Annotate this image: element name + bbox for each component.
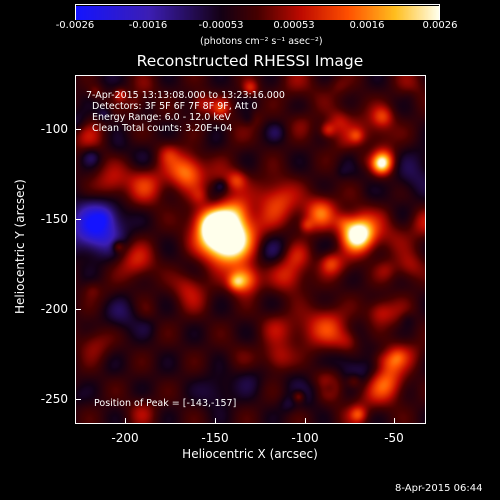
y-tick-mark (75, 309, 81, 310)
time-range-annotation: 7-Apr-2015 13:13:08.000 to 13:23:16.000 (86, 90, 285, 101)
image-title: Reconstructed RHESSI Image (136, 52, 364, 70)
x-tick-mark (305, 418, 306, 424)
x-tick-label: -200 (111, 431, 139, 445)
colorbar-tick: -0.0026 (55, 20, 95, 31)
y-tick-mark (75, 219, 81, 220)
y-tick-mark (75, 129, 81, 130)
y-tick-mark (75, 399, 81, 400)
image-map (76, 76, 425, 423)
x-tick-mark (125, 418, 126, 424)
energy-range-annotation: Energy Range: 6.0 - 12.0 keV (92, 112, 231, 123)
generated-date: 8-Apr-2015 06:44 (395, 483, 483, 494)
detectors-annotation: Detectors: 3F 5F 6F 7F 8F 9F, Att 0 (92, 101, 258, 112)
colorbar-unit: (photons cm⁻² s⁻¹ asec⁻²) (200, 36, 323, 47)
rhessi-image: 7-Apr-2015 13:13:08.000 to 13:23:16.000 … (75, 75, 426, 424)
colorbar-tick: -0.0016 (128, 20, 168, 31)
colorbar-tick-labels: -0.0026 -0.0016 -0.00053 0.00053 0.0016 … (0, 20, 500, 31)
y-tick-label: -250 (40, 392, 68, 406)
y-tick-label: -100 (40, 122, 68, 136)
colorbar-tick: 0.0026 (422, 20, 458, 31)
colorbar (75, 4, 440, 20)
clean-counts-annotation: Clean Total counts: 3.20E+04 (92, 123, 233, 134)
x-tick-mark (394, 418, 395, 424)
peak-position-annotation: Position of Peak = [-143,-157] (94, 398, 237, 409)
x-axis-label: Heliocentric X (arcsec) (182, 447, 318, 461)
x-tick-label: -100 (291, 431, 319, 445)
colorbar-tick: 0.0016 (349, 20, 385, 31)
y-axis-label: Heliocentric Y (arcsec) (13, 179, 27, 314)
y-tick-label: -200 (40, 302, 68, 316)
colorbar-tick: -0.00053 (198, 20, 244, 31)
colorbar-gradient (76, 6, 439, 20)
colorbar-tick: 0.00053 (273, 20, 315, 31)
y-tick-label: -150 (40, 212, 68, 226)
x-tick-label: -50 (384, 431, 404, 445)
x-tick-mark (215, 418, 216, 424)
x-tick-label: -150 (201, 431, 229, 445)
